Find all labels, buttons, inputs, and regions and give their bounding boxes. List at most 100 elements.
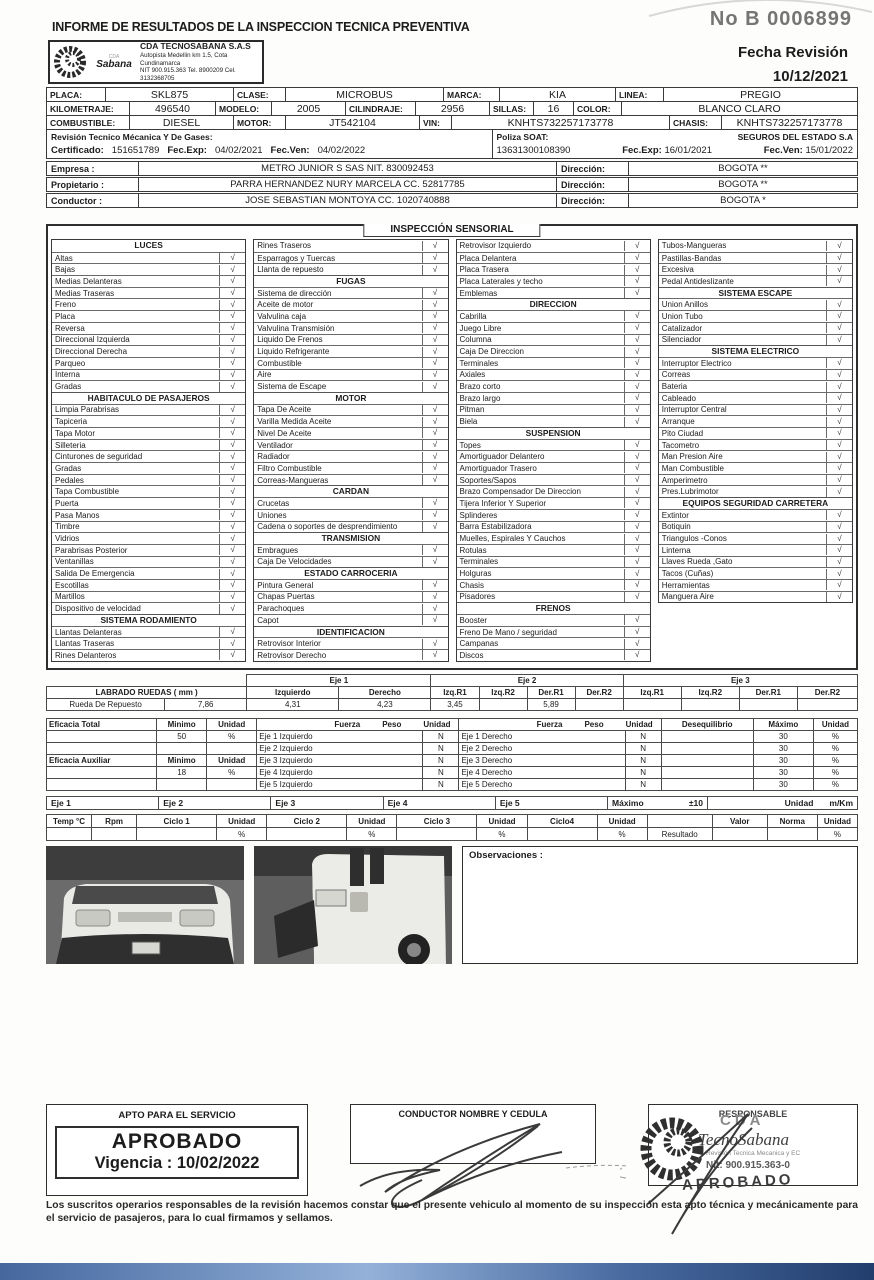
check-mark: √ (623, 556, 650, 567)
item-label: Aceite de motor (257, 300, 314, 310)
check-mark: √ (623, 440, 650, 451)
item-label: Placa Delantera (459, 253, 517, 263)
item-label: Placa Trasera (459, 265, 509, 275)
inspection-item: Limpia Parabrisas √ (52, 403, 246, 416)
party-value: JOSE SEBASTIAN MONTOYA CC. 1020740888 (139, 194, 557, 207)
revision-title: Revisión Tecnico Mécanica Y De Gases: (51, 132, 213, 142)
inspection-item: Llantas Traseras √ (52, 637, 246, 649)
item-label: Ventanillas (55, 557, 94, 567)
section-header: FRENOS (456, 602, 650, 614)
ciclo-value: % (596, 827, 648, 841)
item-label: Pastillas-Bandas (661, 253, 722, 263)
inspection-item: Dispositivo de velocidad √ (52, 602, 246, 614)
item-label: Sistema de Escape (257, 382, 327, 392)
inspection-item: Pedales √ (52, 473, 246, 486)
inspection-item: Pres.Lubrimotor √ (658, 485, 852, 497)
check-mark: √ (623, 475, 650, 486)
check-mark: √ (421, 440, 448, 451)
inspection-item: Pastillas-Bandas √ (658, 251, 852, 264)
observations-box: Observaciones : (462, 846, 858, 964)
check-mark: √ (623, 264, 650, 275)
item-label: Muelles, Espirales Y Cauchos (459, 534, 566, 544)
ciclo-value: % (346, 827, 398, 841)
field-value: DIESEL (129, 116, 233, 129)
inspection-column: LUCES Altas √ Bajas √ Medias Delanteras √ Media… (51, 239, 247, 662)
inspection-item: Ventilador √ (254, 438, 448, 451)
imbalance-max: 30 (752, 754, 814, 767)
item-label: Crucetas (257, 498, 290, 508)
driver-box-title: CONDUCTOR NOMBRE Y CEDULA (398, 1109, 548, 1119)
inspection-item: Cabrilla √ (456, 310, 650, 322)
tread-value: 5,89 (526, 698, 576, 711)
inspection-item: Tijera Inferior Y Superior √ (456, 497, 650, 509)
item-label: Tapiceria (55, 417, 88, 427)
force-unit: N (422, 742, 460, 755)
check-mark: √ (623, 416, 650, 427)
check-mark: √ (219, 369, 245, 380)
item-label: Holguras (459, 569, 492, 579)
efficiency-min-cell (206, 742, 258, 755)
company-nit: NIT 900.915.363 Tel. 8900209 Cel. 313236… (140, 67, 236, 83)
field-label: CHASIS: (669, 116, 721, 129)
check-mark: √ (421, 498, 448, 509)
check-mark: √ (421, 416, 448, 427)
inspection-item: Pito Ciudad √ (658, 427, 852, 439)
ciclo-header: Unidad (816, 814, 859, 828)
field-value: BLANCO CLARO (621, 102, 857, 115)
vehicle-row: KILOMETRAJE: 496540 MODELO: 2005 CILINDRAJE:… (46, 101, 858, 116)
section-header: DIRECCION (456, 298, 650, 310)
check-mark: √ (623, 240, 650, 251)
inspection-item: Splinderes √ (456, 508, 650, 521)
efficiency-min-cell: Unidad (206, 754, 258, 767)
item-label: Silleteria (55, 440, 86, 450)
party-label: Empresa : (47, 162, 139, 175)
check-mark: √ (219, 510, 245, 521)
item-label: Caja De Velocidades (257, 557, 332, 567)
emissions-cycles-table: Temp °C Rpm Ciclo 1 Unidad Ciclo 2 Unidad Cicl… (45, 814, 859, 841)
check-mark: √ (219, 650, 245, 661)
section-header: HABITACULO DE PASAJEROS (52, 391, 246, 404)
inspection-item: Catalizador √ (658, 321, 852, 334)
labrado-col-header: Der.R2 (574, 686, 624, 699)
ciclo-value (396, 827, 478, 841)
section-header: SISTEMA ELECTRICO (658, 345, 852, 357)
item-label: Brazo Compensador De Direccion (459, 487, 581, 497)
efficiency-col-header: Peso (382, 720, 402, 729)
labrado-col-header: Izquierdo (246, 686, 340, 699)
inspection-item: Ventanillas √ (52, 555, 246, 568)
ciclo-value: Resultado (646, 827, 713, 841)
check-mark: √ (219, 545, 245, 556)
item-label: Tapa Motor (55, 428, 96, 438)
check-mark: √ (421, 311, 448, 322)
item-label: Puerta (55, 498, 79, 508)
inspection-item: Terminales √ (456, 356, 650, 369)
item-label: Timbre (55, 522, 80, 532)
check-mark: √ (219, 253, 245, 264)
inspection-item: Union Tubo √ (658, 310, 852, 322)
labrado-col-header: Der.R2 (796, 686, 859, 699)
item-label: Medias Delanteras (55, 276, 122, 286)
inspection-item: Extintor √ (658, 508, 852, 521)
ciclo-value (136, 827, 218, 841)
check-mark: √ (623, 568, 650, 579)
sensory-inspection-box: INSPECCIÓN SENSORIAL LUCES Altas √ Bajas √ Me… (46, 224, 858, 670)
item-label: Silenciador (661, 335, 702, 345)
inspection-item: Freno √ (52, 298, 246, 310)
item-label: Pedales (55, 475, 84, 485)
check-mark: √ (826, 311, 852, 322)
ciclo-value: % (476, 827, 528, 841)
item-label: Caja De Direccion (459, 347, 524, 357)
section-header: LUCES (134, 240, 163, 250)
axle-side-label: Eje 4 Derecho (458, 766, 626, 779)
check-mark: √ (826, 580, 852, 591)
party-value: PARRA HERNANDEZ NURY MARCELA CC. 5281778… (139, 178, 557, 191)
item-label: Cinturones de seguridad (55, 452, 143, 462)
check-mark: √ (421, 253, 448, 264)
tread-value (478, 698, 528, 711)
certificado-value: 151651789 (111, 145, 160, 156)
inspection-item: Radiador √ (254, 450, 448, 462)
item-label: Columna (459, 335, 492, 345)
soat-label: Poliza SOAT: (496, 132, 549, 142)
inspection-item: Caja De Direccion √ (456, 345, 650, 357)
